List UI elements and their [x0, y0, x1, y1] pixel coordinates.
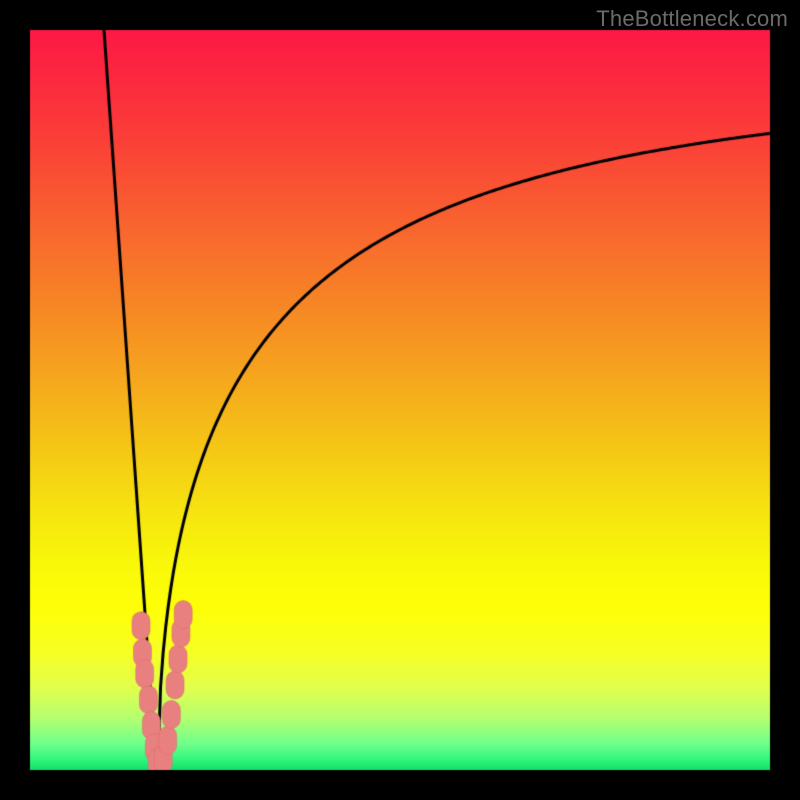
bottleneck-curve-chart — [0, 0, 800, 800]
chart-root: TheBottleneck.com — [0, 0, 800, 800]
watermark-text: TheBottleneck.com — [596, 6, 788, 32]
